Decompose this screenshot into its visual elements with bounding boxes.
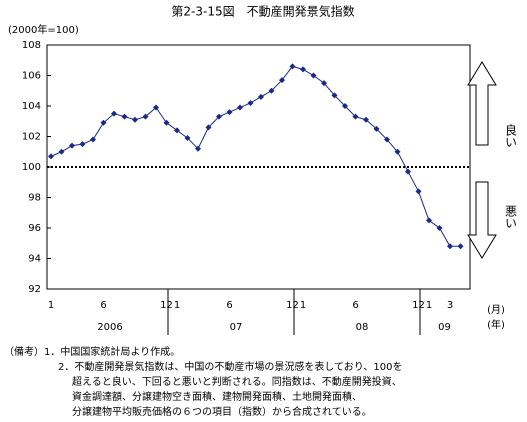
point: [331, 92, 338, 99]
point: [415, 188, 422, 195]
point: [310, 72, 317, 79]
point: [300, 66, 306, 73]
good-label: 良い: [504, 123, 518, 148]
series-line: [50, 65, 461, 247]
x-tick-label: 1: [426, 300, 432, 311]
y-tick-label: 92: [28, 284, 41, 295]
y-tick-label: 108: [22, 40, 41, 51]
y-tick-label: 104: [22, 101, 41, 112]
point: [321, 80, 327, 87]
point: [153, 104, 159, 111]
point: [90, 136, 96, 143]
year-label: 07: [230, 322, 243, 333]
x-tick-label: 1: [174, 300, 180, 311]
point: [174, 127, 180, 134]
point: [247, 99, 254, 106]
point: [268, 87, 275, 94]
point: [184, 135, 191, 142]
point: [216, 113, 222, 120]
note: 分譲建物平均販売価格の６つの項目（指数）から合成されている。: [72, 405, 372, 418]
point: [436, 225, 443, 231]
year-unit: (年): [487, 318, 505, 331]
y-tick-label: 100: [22, 162, 41, 173]
point: [163, 119, 170, 126]
point: [447, 243, 453, 250]
point: [121, 113, 128, 120]
year-label: 08: [356, 322, 369, 333]
y-tick-label: 106: [22, 71, 41, 82]
y-tick-label: 102: [22, 132, 41, 143]
note: 超えると良い、下回ると悪いと判断される。同指数は、不動産開発投資、: [72, 375, 402, 388]
bad-label: 悪い: [504, 205, 518, 229]
x-tick-label: 6: [226, 300, 232, 311]
y-unit: (2000年=100): [8, 23, 79, 36]
point: [342, 103, 348, 109]
x-tick-label: 3: [447, 300, 453, 311]
point: [384, 136, 390, 143]
point: [373, 125, 380, 132]
point: [394, 148, 401, 155]
point: [258, 93, 264, 100]
y-tick-label: 94: [28, 254, 41, 265]
down-arrow: [467, 181, 497, 259]
point: [58, 148, 65, 155]
point: [205, 124, 212, 131]
point: [195, 145, 201, 152]
x-tick-label: 6: [352, 300, 358, 311]
point: [142, 113, 149, 120]
note: （備考）1．中国国家統計局より作成。: [4, 345, 180, 358]
y-tick-label: 96: [28, 223, 41, 234]
point: [226, 109, 233, 116]
point: [279, 77, 285, 84]
point: [352, 113, 359, 120]
year-label: 2006: [97, 322, 122, 333]
point: [426, 217, 432, 224]
x-unit: (月): [487, 304, 505, 316]
point: [132, 116, 138, 123]
chart-title: 第2-3-15図 不動産開発景気指数: [171, 4, 354, 19]
point: [457, 243, 464, 250]
plot-frame: [46, 44, 471, 290]
y-tick-label: 98: [28, 193, 41, 204]
x-tick-label: 12: [286, 300, 299, 311]
point: [69, 142, 75, 149]
x-tick-label: 6: [100, 300, 106, 311]
point: [100, 119, 107, 126]
point: [289, 63, 296, 70]
note: 資金調達額、分譲建物空き面積、建物開発面積、土地開発面積、: [72, 390, 362, 403]
x-tick-label: 1: [48, 300, 54, 311]
point: [111, 110, 117, 117]
x-tick-label: 1: [300, 300, 306, 311]
point: [237, 104, 243, 111]
x-tick-label: 12: [160, 300, 173, 311]
x-tick-label: 12: [412, 300, 425, 311]
point: [48, 153, 54, 160]
note: 2．不動産開発景気指数は、中国の不動産市場の景況感を表しており、100を: [58, 360, 402, 373]
year-label: 09: [438, 322, 451, 333]
up-arrow: [467, 61, 497, 146]
point: [79, 141, 86, 148]
point: [405, 168, 411, 175]
point: [363, 116, 369, 123]
